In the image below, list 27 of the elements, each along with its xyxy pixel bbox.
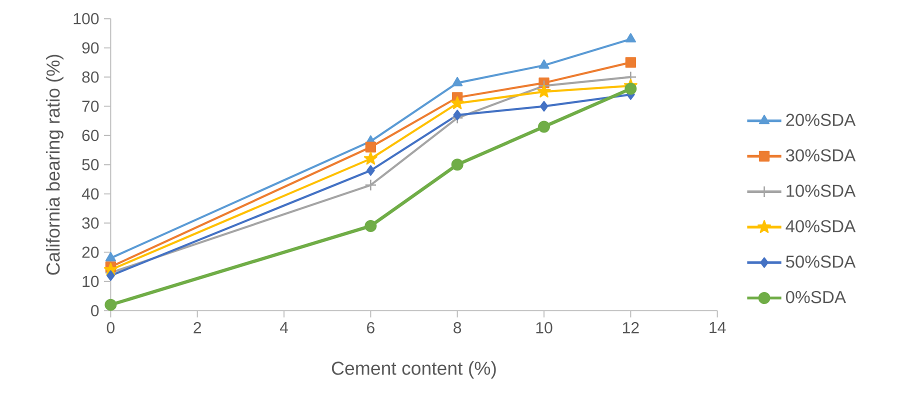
y-tick-label: 20 bbox=[82, 246, 99, 258]
y-tick-label: 0 bbox=[91, 304, 99, 316]
x-tick-label: 6 bbox=[367, 322, 374, 334]
y-tick-label: 80 bbox=[82, 71, 99, 83]
legend-label: 50%SDA bbox=[786, 256, 856, 268]
legend-label: 0%SDA bbox=[786, 290, 846, 304]
x-tick-label: 14 bbox=[710, 322, 726, 334]
x-tick-label: 0 bbox=[106, 322, 115, 334]
y-tick-label: 40 bbox=[82, 188, 99, 200]
x-tick-label: 4 bbox=[280, 322, 288, 334]
x-tick-label: 2 bbox=[194, 322, 201, 334]
legend-label: 10%SDA bbox=[786, 184, 856, 197]
y-tick-label: 30 bbox=[82, 217, 99, 229]
legend-label: 40%SDA bbox=[786, 220, 856, 232]
y-tick-label: 60 bbox=[82, 130, 99, 142]
x-tick-label: 12 bbox=[622, 322, 639, 334]
x-tick-label: 10 bbox=[536, 322, 552, 334]
y-tick-label: 90 bbox=[82, 42, 99, 54]
y-tick-label: 70 bbox=[82, 100, 99, 112]
legend-label: 20%SDA bbox=[786, 114, 856, 126]
y-tick-label: 100 bbox=[74, 13, 99, 24]
y-tick-label: 50 bbox=[82, 158, 99, 170]
x-tick-label: 8 bbox=[454, 322, 462, 334]
y-tick-label: 10 bbox=[82, 276, 99, 288]
legend-label: 30%SDA bbox=[786, 149, 856, 162]
y-axis-title: California bearing ratio (%) bbox=[46, 54, 64, 275]
x-axis-title: Cement content (%) bbox=[332, 361, 496, 379]
